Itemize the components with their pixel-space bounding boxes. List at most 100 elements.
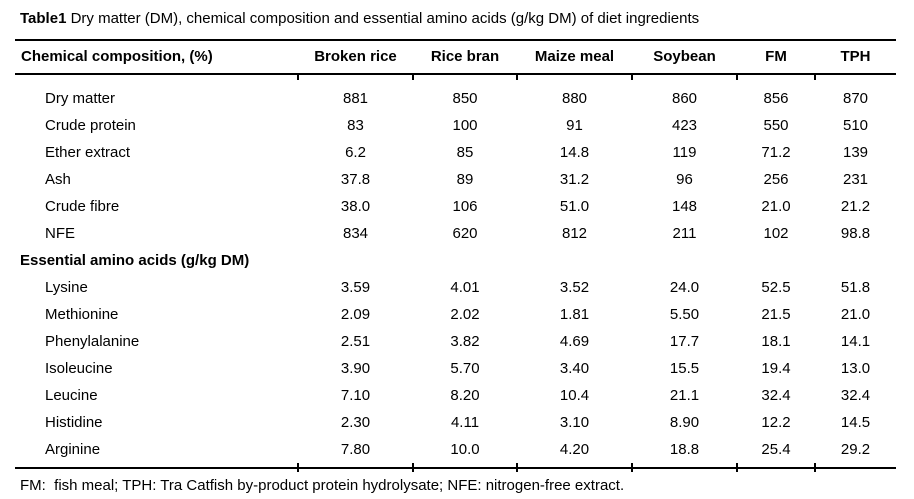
cell-value: 21.5 — [761, 306, 791, 323]
column-divider-tick — [736, 75, 738, 80]
section-row: Essential amino acids (g/kg DM) — [15, 247, 896, 274]
row-label: Lysine — [45, 279, 88, 296]
cell-value: 211 — [672, 225, 697, 242]
cell-value: 32.4 — [761, 387, 791, 404]
cell-value: 106 — [452, 198, 478, 215]
table-row: Isoleucine 3.90 5.70 3.40 15.5 19.4 13.0 — [15, 355, 896, 382]
cell-value: 4.01 — [450, 279, 480, 296]
cell-value: 510 — [842, 117, 869, 134]
table-number: Table1 — [20, 10, 67, 27]
cell-value: 6.2 — [345, 144, 366, 161]
cell-value: 51.0 — [559, 198, 590, 215]
cell-value: 14.8 — [559, 144, 590, 161]
column-divider-tick — [814, 75, 816, 80]
cell-value: 51.8 — [840, 279, 871, 296]
cell-value: 870 — [842, 90, 869, 107]
table-row: Ash 37.8 89 31.2 96 256 231 — [15, 166, 896, 193]
cell-value: 231 — [842, 171, 869, 188]
cell-value: 18.8 — [669, 441, 700, 458]
cell-value: 1.81 — [559, 306, 590, 323]
cell-value: 256 — [763, 171, 789, 188]
row-label: Ether extract — [45, 144, 131, 161]
ingredients-table: Chemical composition, (%) Broken rice Ri… — [15, 41, 896, 467]
table-row: Crude fibre 38.0 106 51.0 148 21.0 21.2 — [15, 193, 896, 220]
cell-value: 10.4 — [559, 387, 590, 404]
cell-value: 148 — [671, 198, 698, 215]
row-label: Ash — [45, 171, 71, 188]
cell-value: 96 — [676, 171, 693, 188]
table-header: Chemical composition, (%) Broken rice Ri… — [15, 41, 896, 75]
cell-value: 24.0 — [669, 279, 700, 296]
cell-value: 32.4 — [840, 387, 871, 404]
cell-value: 4.69 — [559, 333, 590, 350]
col-header-maize-meal: Maize meal — [517, 41, 632, 75]
cell-value: 21.0 — [761, 198, 791, 215]
cell-value: 2.30 — [340, 414, 371, 431]
cell-value: 10.0 — [450, 441, 480, 458]
column-divider-tick — [631, 75, 633, 80]
row-label: Leucine — [45, 387, 98, 404]
column-divider-tick — [814, 463, 816, 472]
column-divider-tick — [631, 463, 633, 472]
cell-value: 31.2 — [559, 171, 590, 188]
row-label: Isoleucine — [45, 360, 113, 377]
cell-value: 2.51 — [340, 333, 371, 350]
table-row: Arginine 7.80 10.0 4.20 18.8 25.4 29.2 — [15, 436, 896, 467]
table-footnote: FM: fish meal; TPH: Tra Catfish by-produ… — [20, 477, 625, 494]
table-row: Ether extract 6.2 85 14.8 119 71.2 139 — [15, 139, 896, 166]
cell-value: 71.2 — [761, 144, 791, 161]
table-title: Table1 Dry matter (DM), chemical composi… — [0, 0, 914, 39]
cell-value: 5.70 — [450, 360, 480, 377]
table-row: Lysine 3.59 4.01 3.52 24.0 52.5 51.8 — [15, 274, 896, 301]
cell-value: 3.59 — [340, 279, 371, 296]
row-label: Arginine — [45, 441, 101, 458]
table-row: Histidine 2.30 4.11 3.10 8.90 12.2 14.5 — [15, 409, 896, 436]
cell-value: 812 — [561, 225, 588, 242]
cell-value: 89 — [456, 171, 474, 188]
cell-value: 37.8 — [340, 171, 371, 188]
cell-value: 3.90 — [340, 360, 371, 377]
column-divider-tick — [736, 463, 738, 472]
cell-value: 98.8 — [840, 225, 871, 242]
cell-value: 4.20 — [559, 441, 590, 458]
cell-value: 100 — [452, 117, 478, 134]
cell-value: 8.20 — [450, 387, 480, 404]
table-row: Methionine 2.09 2.02 1.81 5.50 21.5 21.0 — [15, 301, 896, 328]
cell-value: 139 — [842, 144, 869, 161]
table-caption: Dry matter (DM), chemical composition an… — [70, 10, 700, 27]
column-divider-tick — [297, 75, 299, 80]
column-divider-tick — [412, 463, 414, 472]
cell-value: 15.5 — [669, 360, 700, 377]
cell-value: 7.80 — [340, 441, 371, 458]
cell-value: 880 — [561, 90, 588, 107]
cell-value: 834 — [342, 225, 369, 242]
table-row: Crude protein 83 100 91 423 550 510 — [15, 112, 896, 139]
row-label: Phenylalanine — [45, 333, 140, 350]
col-header-soybean: Soybean — [632, 41, 737, 75]
cell-value: 7.10 — [340, 387, 371, 404]
cell-value: 13.0 — [840, 360, 871, 377]
table-row: Leucine 7.10 8.20 10.4 21.1 32.4 32.4 — [15, 382, 896, 409]
cell-value: 83 — [347, 117, 364, 134]
cell-value: 3.82 — [450, 333, 480, 350]
header-row: Chemical composition, (%) Broken rice Ri… — [15, 41, 896, 75]
row-label: Crude fibre — [45, 198, 120, 215]
cell-value: 21.1 — [669, 387, 700, 404]
cell-value: 19.4 — [761, 360, 791, 377]
cell-value: 14.5 — [840, 414, 871, 431]
cell-value: 3.40 — [559, 360, 590, 377]
cell-value: 860 — [671, 90, 698, 107]
cell-value: 8.90 — [669, 414, 700, 431]
cell-value: 856 — [763, 90, 789, 107]
row-label: NFE — [45, 225, 75, 242]
cell-value: 18.1 — [761, 333, 791, 350]
column-divider-tick — [297, 463, 299, 472]
cell-value: 14.1 — [840, 333, 871, 350]
row-label: Dry matter — [45, 90, 116, 107]
cell-value: 850 — [452, 90, 478, 107]
col-header-tph: TPH — [815, 41, 896, 75]
cell-value: 25.4 — [761, 441, 791, 458]
cell-value: 119 — [672, 144, 697, 161]
row-label: Essential amino acids (g/kg DM) — [20, 252, 250, 269]
